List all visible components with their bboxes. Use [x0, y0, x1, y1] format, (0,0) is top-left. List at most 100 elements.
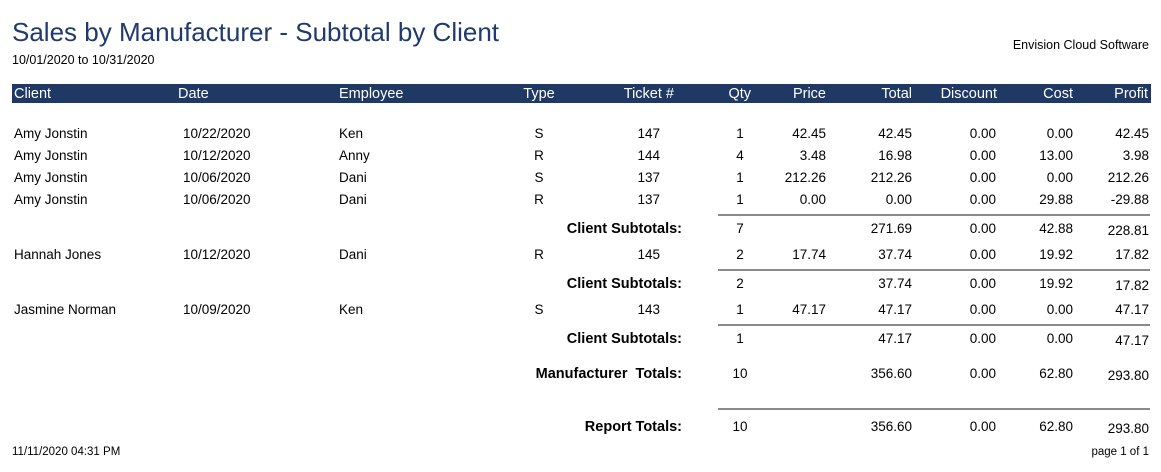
table-cell: 1	[736, 170, 744, 185]
column-header: Client	[14, 86, 52, 102]
table-cell: Amy Jonstin	[14, 148, 88, 163]
total-value: 0.00	[969, 331, 996, 346]
table-cell: 19.92	[1039, 247, 1073, 262]
table-cell: 0.00	[969, 247, 996, 262]
table-cell: 0.00	[799, 192, 826, 207]
table-cell: 3.48	[799, 148, 826, 163]
table-cell: 0.00	[1046, 170, 1073, 185]
table-cell: Dani	[339, 170, 367, 185]
total-value: 0.00	[969, 221, 996, 236]
column-header: Date	[178, 86, 209, 102]
report-title: Sales by Manufacturer - Subtotal by Clie…	[12, 17, 500, 47]
total-value: 356.60	[870, 419, 912, 434]
total-value: 1	[736, 331, 744, 346]
table-cell: 42.45	[1115, 126, 1149, 141]
table-cell: R	[534, 192, 544, 207]
total-label: Client Subtotals:	[566, 276, 682, 292]
table-cell: Dani	[339, 192, 367, 207]
table-cell: R	[534, 148, 544, 163]
date-range: 10/01/2020 to 10/31/2020	[12, 53, 155, 67]
total-value: 19.92	[1039, 276, 1073, 291]
table-cell: 0.00	[1046, 126, 1073, 141]
table-cell: 10/09/2020	[183, 302, 251, 317]
table-cell: 137	[637, 192, 660, 207]
company-name: Envision Cloud Software	[1012, 38, 1149, 52]
table-cell: Dani	[339, 247, 367, 262]
table-cell: 144	[637, 148, 660, 163]
table-cell: 145	[637, 247, 660, 262]
column-header: Qty	[728, 86, 751, 102]
total-label: Client Subtotals:	[566, 331, 682, 347]
column-header: Ticket #	[623, 86, 674, 102]
total-value: 293.80	[1107, 368, 1149, 383]
table-cell: 10/12/2020	[183, 148, 251, 163]
table-cell: 1	[736, 126, 744, 141]
total-value: 7	[736, 221, 744, 236]
table-cell: Ken	[339, 302, 364, 317]
total-value: 271.69	[870, 221, 912, 236]
table-cell: 0.00	[885, 192, 912, 207]
table-cell: Amy Jonstin	[14, 192, 88, 207]
table-cell: 3.98	[1122, 148, 1149, 163]
column-header: Type	[523, 86, 555, 102]
table-cell: 47.17	[792, 302, 826, 317]
table-cell: 47.17	[1115, 302, 1149, 317]
table-cell: S	[534, 126, 544, 141]
total-rule	[718, 269, 1150, 271]
table-cell: 0.00	[969, 302, 996, 317]
total-rule	[718, 324, 1150, 326]
total-label: Report Totals:	[584, 419, 682, 435]
table-cell: 0.00	[969, 148, 996, 163]
table-cell: 212.26	[870, 170, 912, 185]
table-cell: 137	[637, 170, 660, 185]
table-cell: 147	[637, 126, 660, 141]
total-rule	[718, 214, 1150, 216]
table-cell: 47.17	[878, 302, 912, 317]
table-cell: Anny	[339, 148, 370, 163]
header-bar	[12, 84, 1151, 103]
total-value: 293.80	[1107, 421, 1149, 436]
table-cell: 0.00	[969, 192, 996, 207]
total-value: 228.81	[1107, 223, 1149, 238]
column-header: Total	[881, 86, 912, 102]
table-cell: 37.74	[878, 247, 912, 262]
total-value: 47.17	[878, 331, 912, 346]
table-cell: S	[534, 302, 544, 317]
table-cell: S	[534, 170, 544, 185]
table-cell: 42.45	[878, 126, 912, 141]
print-timestamp: 11/11/2020 04:31 PM	[12, 446, 121, 458]
total-value: 2	[736, 276, 744, 291]
total-value: 42.88	[1039, 221, 1073, 236]
table-cell: 1	[736, 302, 744, 317]
table-cell: 212.26	[1107, 170, 1149, 185]
table-cell: Jasmine Norman	[14, 302, 117, 317]
column-header: Cost	[1043, 86, 1073, 102]
table-cell: 143	[637, 302, 660, 317]
table-cell: 10/22/2020	[183, 126, 251, 141]
table-cell: 10/06/2020	[183, 170, 251, 185]
table-cell: 13.00	[1039, 148, 1073, 163]
column-header: Employee	[339, 86, 404, 102]
total-value: 0.00	[969, 276, 996, 291]
total-value: 47.17	[1115, 333, 1149, 348]
total-value: 10	[732, 366, 748, 381]
total-value: 17.82	[1115, 278, 1149, 293]
table-cell: 16.98	[878, 148, 912, 163]
total-value: 62.80	[1039, 419, 1073, 434]
table-cell: Hannah Jones	[14, 247, 102, 262]
table-cell: 212.26	[784, 170, 826, 185]
table-cell: 17.82	[1115, 247, 1149, 262]
column-header: Profit	[1114, 86, 1148, 102]
table-cell: 2	[736, 247, 744, 262]
table-cell: Amy Jonstin	[14, 170, 88, 185]
total-value: 0.00	[969, 419, 996, 434]
total-value: 0.00	[1046, 331, 1073, 346]
total-value: 62.80	[1039, 366, 1073, 381]
table-cell: -29.88	[1110, 192, 1149, 207]
total-rule	[718, 408, 1150, 410]
table-cell: 42.45	[792, 126, 826, 141]
table-cell: R	[534, 247, 544, 262]
table-cell: 10/12/2020	[183, 247, 251, 262]
total-value: 0.00	[969, 366, 996, 381]
